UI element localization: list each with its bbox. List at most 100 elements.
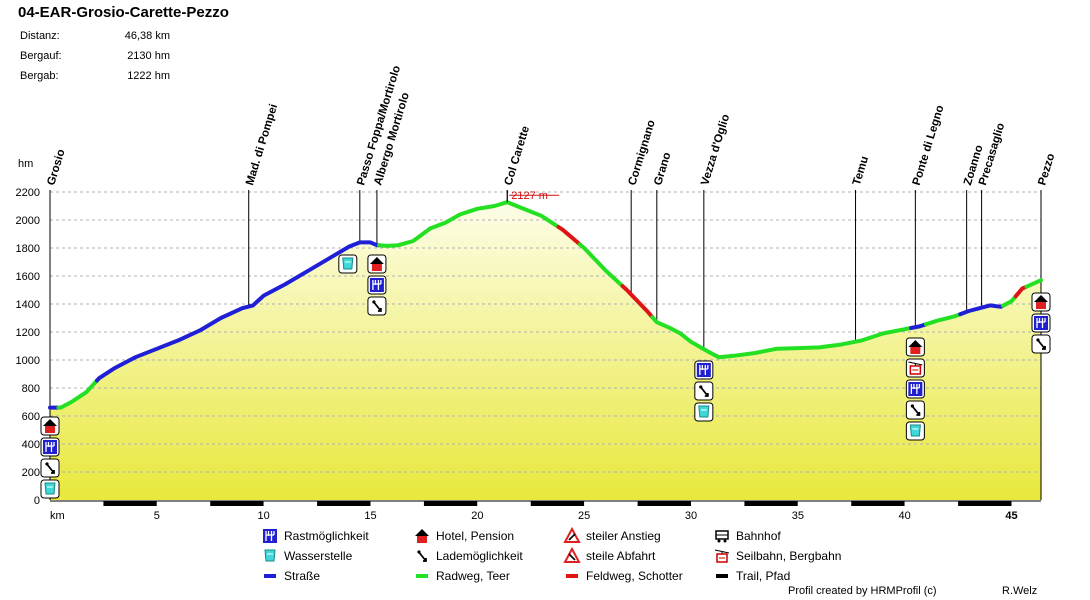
- hotel-icon-roof: [43, 419, 57, 426]
- peak-label: 2127 m: [511, 190, 548, 202]
- rest-icon-bg: [369, 278, 384, 292]
- x-tick-label: 30: [685, 510, 697, 522]
- rest-icon-bg: [43, 440, 57, 454]
- km-bar-segment: [904, 501, 959, 506]
- hotel-icon-roof: [908, 340, 923, 347]
- water-icon-glass: [264, 549, 276, 562]
- legend-label: Bahnhof: [736, 529, 781, 543]
- stat-value: 46,38 km: [124, 30, 170, 42]
- hotel-icon: [415, 529, 429, 543]
- y-tick-label: 1800: [16, 243, 40, 255]
- rest-icon-bg: [263, 529, 277, 543]
- profile-segment-gravel: [556, 225, 582, 247]
- steep-up-icon-slope: [568, 533, 576, 541]
- profile-segment-cycleway: [377, 200, 561, 248]
- legend-label: Wasserstelle: [284, 549, 353, 563]
- rest-icon-glyph: [45, 442, 55, 452]
- profile-segment-cycleway: [650, 315, 721, 360]
- waypoint-label: Mad. di Pompei: [244, 103, 280, 187]
- water-icon: [264, 549, 276, 562]
- train-icon-wheel: [723, 539, 727, 543]
- loading-icon: [1036, 338, 1046, 350]
- author-text: R.Welz: [1002, 585, 1038, 597]
- km-bar-segment: [156, 501, 211, 506]
- steep-down-icon: [563, 546, 581, 563]
- stat-value: 1222 hm: [127, 70, 170, 82]
- profile-segment-road: [909, 322, 928, 330]
- legend-label: Trail, Pfad: [736, 569, 790, 583]
- km-bar-segment: [637, 501, 692, 506]
- km-bar-segment: [691, 501, 745, 506]
- y-tick-label: 600: [22, 411, 40, 423]
- profile-segment-road: [958, 303, 1005, 317]
- y-tick-label: 2200: [16, 187, 40, 199]
- cycleway-swatch: [416, 574, 428, 578]
- hotel-icon-body: [45, 426, 55, 433]
- cablecar-icon: [714, 549, 730, 563]
- profile-segment-gravel: [631, 294, 655, 320]
- gravel-icon: [566, 574, 578, 578]
- rest-icon-glyph: [372, 280, 382, 290]
- km-bar-segment: [1011, 501, 1041, 506]
- legend-label: Feldweg, Schotter: [586, 569, 683, 583]
- km-bar-segment: [797, 501, 852, 506]
- km-bar-segment: [370, 501, 424, 506]
- waypoint-label: Pezzo: [1036, 152, 1057, 187]
- loading-icon: [45, 462, 55, 474]
- hotel-icon: [43, 419, 57, 433]
- rest-icon-glyph: [699, 365, 709, 375]
- waypoint-label: Grosio: [45, 148, 67, 187]
- waypoint-label: Grano: [652, 151, 673, 187]
- profile-segment-cycleway: [716, 326, 914, 360]
- road-icon: [264, 574, 276, 578]
- road-swatch: [264, 574, 276, 578]
- loading-icon-dot: [45, 462, 49, 466]
- profile-segment-cycleway: [1024, 278, 1043, 289]
- y-tick-label: 1400: [16, 299, 40, 311]
- loading-icon: [910, 404, 921, 416]
- stat-descent: Bergab: 1222 hm: [20, 70, 170, 90]
- water-icon: [698, 405, 710, 418]
- profile-segment-cycleway: [56, 378, 99, 410]
- stat-distance: Distanz: 46,38 km: [20, 30, 170, 50]
- hotel-icon: [908, 340, 923, 354]
- rest-icon-glyph: [1036, 318, 1046, 328]
- profile-segment-cycleway: [577, 242, 625, 289]
- train-icon: [715, 530, 729, 543]
- y-tick-label: 2000: [16, 215, 40, 227]
- km-bar-segment: [851, 501, 905, 506]
- rest-icon-bg: [696, 363, 711, 377]
- x-tick-label: 35: [792, 510, 804, 522]
- km-bar-segment: [50, 501, 104, 506]
- km-bar-segment: [317, 501, 371, 506]
- y-tick-label: 1200: [16, 327, 40, 339]
- loading-icon: [417, 550, 427, 562]
- rest-icon-bg: [908, 382, 923, 396]
- water-icon-glass: [44, 482, 56, 495]
- trail-swatch: [716, 574, 728, 578]
- hotel-icon-body: [417, 536, 427, 543]
- stats-panel: Distanz: 46,38 km Bergauf: 2130 hm Bergab:…: [20, 30, 170, 90]
- water-icon: [44, 482, 56, 495]
- water-icon-glass: [342, 257, 354, 270]
- rest-icon-glyph: [265, 531, 275, 541]
- loading-icon: [699, 385, 709, 397]
- km-bar-segment: [584, 501, 638, 506]
- km-bar-segment: [958, 501, 1012, 506]
- steep-down-icon-triangle: [563, 546, 581, 563]
- y-tick-label: 800: [22, 383, 40, 395]
- legend-label: Straße: [284, 569, 320, 583]
- x-tick-label: 10: [258, 510, 270, 522]
- water-icon-glass: [909, 424, 921, 437]
- rest-icon: [369, 278, 384, 292]
- hotel-icon-body: [910, 347, 921, 354]
- profile-segment-road: [95, 240, 382, 383]
- x-tick-label: 25: [578, 510, 590, 522]
- y-axis-label: hm: [18, 158, 33, 170]
- hotel-icon: [369, 257, 384, 271]
- rest-icon-glyph: [910, 384, 921, 394]
- rest-icon-bg: [1034, 316, 1048, 330]
- profile-title: 04-EAR-Grosio-Carette-Pezzo: [18, 4, 229, 21]
- legend-label: Rastmöglichkeit: [284, 529, 369, 543]
